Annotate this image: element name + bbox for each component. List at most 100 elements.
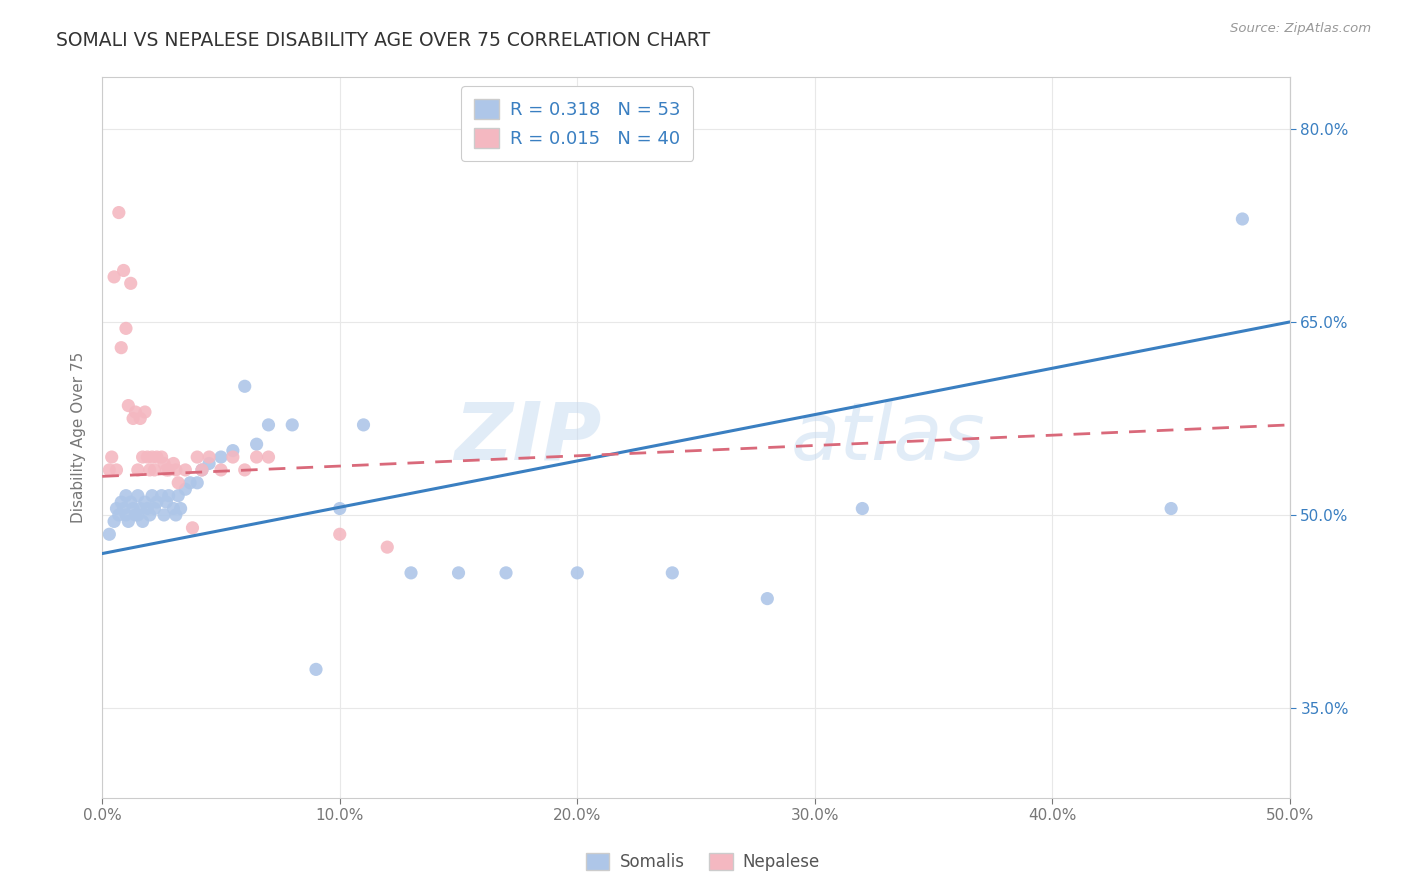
Point [399, 566, 422, 580]
Point [162, 501, 184, 516]
Point [136, 450, 159, 464]
Point [222, 443, 245, 458]
Point [120, 277, 142, 291]
Point [105, 463, 128, 477]
Point [153, 457, 176, 471]
Point [186, 475, 208, 490]
Point [495, 566, 517, 580]
Point [198, 450, 221, 464]
Point [115, 489, 138, 503]
Point [153, 508, 176, 522]
Text: SOMALI VS NEPALESE DISABILITY AGE OVER 75 CORRELATION CHART: SOMALI VS NEPALESE DISABILITY AGE OVER 7… [56, 31, 710, 50]
Point [129, 411, 152, 425]
Point [447, 566, 470, 580]
Point [120, 495, 142, 509]
Point [246, 437, 269, 451]
Legend: Somalis, Nepalese: Somalis, Nepalese [578, 845, 828, 880]
Point [143, 463, 166, 477]
Point [661, 566, 683, 580]
Point [756, 591, 779, 606]
Point [233, 463, 256, 477]
Y-axis label: Disability Age Over 75: Disability Age Over 75 [72, 352, 86, 524]
Legend: R = 0.318   N = 53, R = 0.015   N = 40: R = 0.318 N = 53, R = 0.015 N = 40 [461, 87, 693, 161]
Point [167, 489, 190, 503]
Point [100, 450, 122, 464]
Point [257, 450, 280, 464]
Point [136, 501, 159, 516]
Text: ZIP: ZIP [454, 399, 600, 476]
Point [146, 450, 169, 464]
Point [112, 263, 135, 277]
Point [134, 405, 156, 419]
Point [117, 399, 139, 413]
Point [157, 463, 180, 477]
Point [186, 450, 208, 464]
Point [103, 269, 125, 284]
Point [110, 341, 132, 355]
Point [198, 457, 221, 471]
Point [124, 405, 146, 419]
Point [124, 508, 146, 522]
Point [375, 540, 398, 554]
Point [191, 463, 214, 477]
Point [115, 321, 138, 335]
Point [127, 508, 149, 522]
Point [127, 489, 149, 503]
Point [131, 515, 153, 529]
Point [851, 501, 873, 516]
Point [1160, 501, 1182, 516]
Text: Source: ZipAtlas.com: Source: ZipAtlas.com [1230, 22, 1371, 36]
Point [98, 527, 121, 541]
Point [305, 662, 328, 676]
Point [117, 515, 139, 529]
Point [150, 489, 173, 503]
Point [98, 463, 121, 477]
Point [257, 417, 280, 432]
Point [179, 475, 201, 490]
Point [353, 417, 375, 432]
Point [191, 463, 214, 477]
Point [169, 501, 191, 516]
Point [157, 489, 180, 503]
Point [105, 501, 128, 516]
Point [134, 495, 156, 509]
Point [329, 501, 352, 516]
Point [281, 417, 304, 432]
Point [233, 379, 256, 393]
Point [141, 450, 163, 464]
Point [165, 508, 187, 522]
Point [129, 501, 152, 516]
Point [167, 475, 190, 490]
Point [246, 450, 269, 464]
Point [165, 463, 187, 477]
Point [127, 463, 149, 477]
Text: atlas: atlas [792, 399, 986, 476]
Point [146, 495, 169, 509]
Point [143, 501, 166, 516]
Point [222, 450, 245, 464]
Point [1232, 212, 1254, 227]
Point [122, 501, 145, 516]
Point [155, 463, 177, 477]
Point [174, 482, 197, 496]
Point [155, 495, 177, 509]
Point [110, 495, 132, 509]
Point [112, 501, 135, 516]
Point [141, 489, 163, 503]
Point [138, 508, 160, 522]
Point [209, 450, 232, 464]
Point [181, 521, 204, 535]
Point [329, 527, 352, 541]
Point [138, 463, 160, 477]
Point [174, 463, 197, 477]
Point [103, 515, 125, 529]
Point [115, 508, 138, 522]
Point [131, 450, 153, 464]
Point [209, 463, 232, 477]
Point [108, 205, 131, 219]
Point [150, 450, 173, 464]
Point [567, 566, 589, 580]
Point [122, 411, 145, 425]
Point [162, 457, 184, 471]
Point [108, 508, 131, 522]
